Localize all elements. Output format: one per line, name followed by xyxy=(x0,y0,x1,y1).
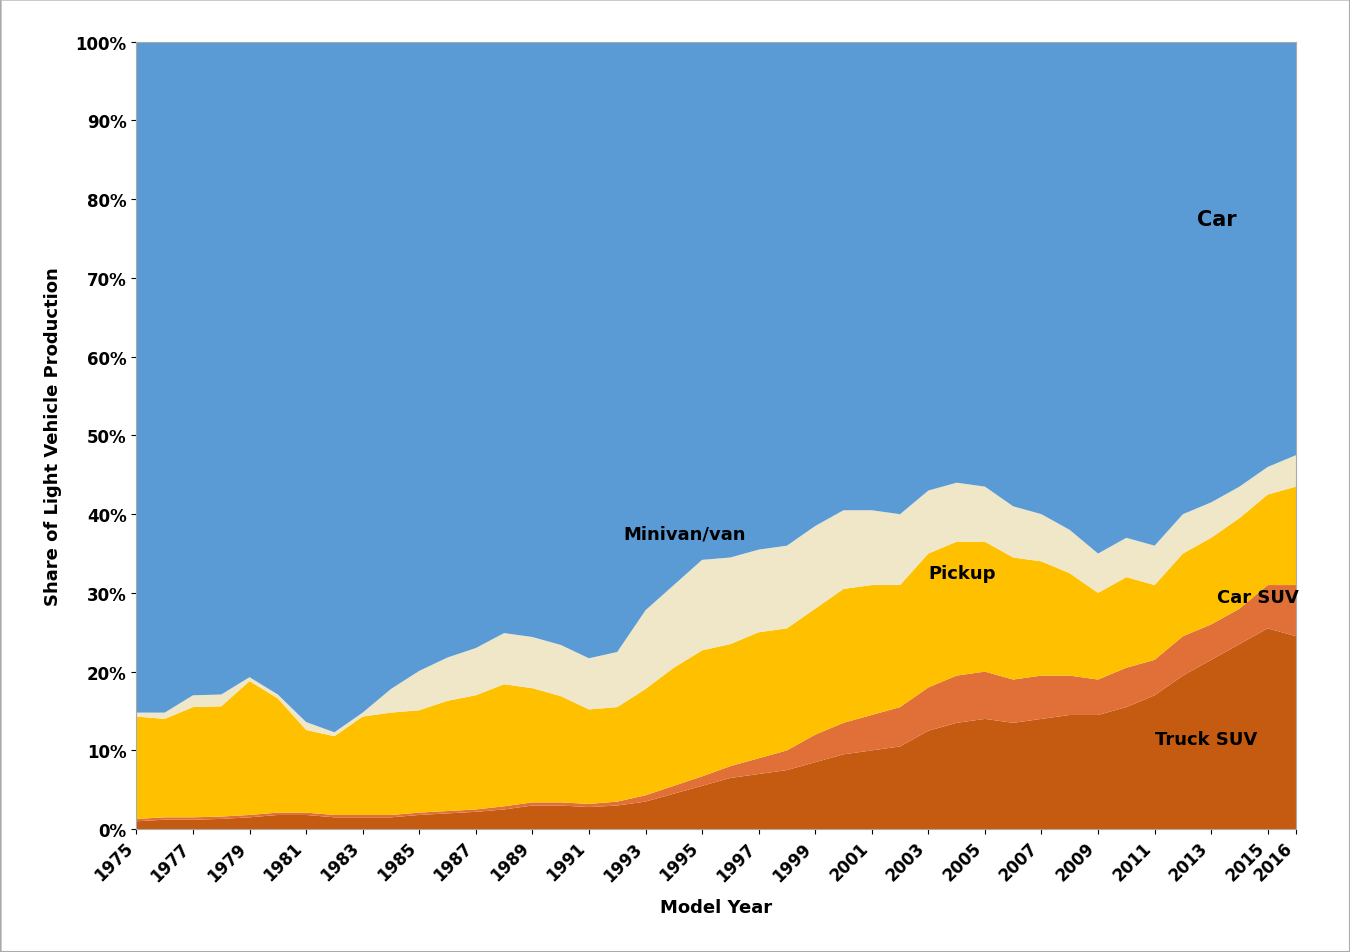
Text: Truck SUV: Truck SUV xyxy=(1154,730,1257,748)
Text: Pickup: Pickup xyxy=(929,565,996,583)
X-axis label: Model Year: Model Year xyxy=(660,899,772,917)
Text: Car: Car xyxy=(1197,209,1237,229)
Y-axis label: Share of Light Vehicle Production: Share of Light Vehicle Production xyxy=(43,267,62,605)
Text: Car SUV: Car SUV xyxy=(1216,588,1299,606)
Text: Minivan/van: Minivan/van xyxy=(622,526,745,544)
